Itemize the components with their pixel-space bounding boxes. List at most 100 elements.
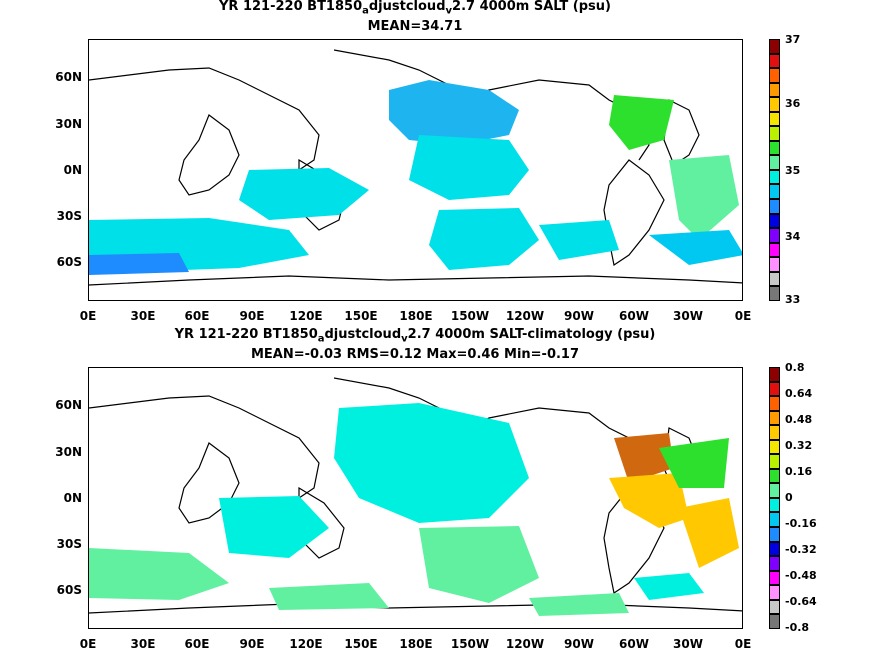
colorbar-label: 33 <box>785 293 801 306</box>
colorbar-swatch <box>769 199 780 214</box>
salinity-fields <box>89 80 742 275</box>
colorbar <box>769 39 780 301</box>
title-part: djustcloud <box>324 327 402 342</box>
colorbar-swatch <box>769 228 780 243</box>
lon-label: 150W <box>450 637 490 651</box>
lon-label: 120W <box>505 309 545 323</box>
lon-label: 0E <box>79 637 97 651</box>
colorbar-label: 36 <box>785 97 801 110</box>
title-sub: v <box>401 333 408 345</box>
colorbar-swatch <box>769 425 780 440</box>
colorbar-swatch <box>769 82 780 98</box>
lon-label: 180E <box>399 309 433 323</box>
colorbar-swatch <box>769 286 780 301</box>
colorbar-swatch <box>769 468 780 484</box>
lon-label: 150W <box>450 309 490 323</box>
lon-label: 90W <box>564 637 594 651</box>
colorbar-label: 37 <box>785 33 801 46</box>
colorbar-swatch <box>769 39 780 54</box>
colorbar-label: -0.64 <box>785 595 817 608</box>
colorbar-swatch <box>769 512 780 528</box>
title-part: YR 121-220 BT1850 <box>174 327 318 342</box>
lon-label: 150E <box>344 309 378 323</box>
colorbar-swatch <box>769 257 780 272</box>
colorbar-swatch <box>769 53 780 69</box>
chart-subtitle: MEAN=-0.03 RMS=0.12 Max=0.46 Min=-0.17 <box>250 347 580 362</box>
colorbar-swatch <box>769 213 780 229</box>
colorbar-swatch <box>769 126 780 141</box>
colorbar-swatch <box>769 439 780 455</box>
title-part: 2.7 4000m SALT (psu) <box>452 0 611 14</box>
lat-label: 0N <box>63 163 82 177</box>
anomaly-fields <box>89 403 739 616</box>
colorbar-label: 0.48 <box>785 413 813 426</box>
map-diff-svg <box>89 377 742 616</box>
lon-label: 150E <box>344 637 378 651</box>
title-sub: v <box>445 5 453 17</box>
colorbar-label: -0.8 <box>785 621 810 634</box>
panel-salt: YR 121-220 BT1850adjustcloudv2.7 4000m S… <box>0 0 830 323</box>
lon-label: 120E <box>289 309 323 323</box>
lon-label: 30W <box>673 637 703 651</box>
lon-label: 120E <box>289 637 323 651</box>
colorbar-label: 0 <box>785 491 793 504</box>
colorbar-swatch <box>769 497 780 513</box>
colorbar-swatch <box>769 541 780 557</box>
lon-label: 0E <box>734 637 752 651</box>
colorbar-swatch <box>769 184 780 200</box>
lat-label: 30S <box>56 209 82 223</box>
colorbar-swatch <box>769 585 780 600</box>
colorbar-swatch <box>769 68 780 83</box>
lat-label: 60S <box>56 255 82 269</box>
title-part: 2.7 4000m SALT-climatology (psu) <box>407 327 656 342</box>
colorbar-label: -0.16 <box>785 517 817 530</box>
chart-subtitle: MEAN=34.71 <box>367 19 463 34</box>
colorbar-swatch <box>769 454 780 469</box>
lon-label: 60E <box>184 309 210 323</box>
map-salt-svg <box>89 49 742 286</box>
colorbar-swatch <box>769 271 780 287</box>
lon-label: 90W <box>564 309 594 323</box>
colorbar-swatch <box>769 169 780 185</box>
lon-label: 180E <box>399 637 433 651</box>
colorbar-swatch <box>769 483 780 498</box>
colorbar-label: -0.48 <box>785 569 817 582</box>
colorbar-swatch <box>769 527 780 542</box>
lat-label: 30N <box>55 117 82 131</box>
lon-label: 0E <box>734 309 752 323</box>
colorbar-label: 0.16 <box>785 465 813 478</box>
colorbar-swatch <box>769 155 780 170</box>
title-sub: a <box>317 333 325 345</box>
colorbar <box>769 367 780 629</box>
colorbar-label: -0.32 <box>785 543 817 556</box>
lon-label: 60W <box>619 309 649 323</box>
colorbar-swatch <box>769 396 780 411</box>
colorbar-swatch <box>769 140 780 156</box>
chart-title: YR 121-220 BT1850adjustcloudv2.7 4000m S… <box>0 327 830 348</box>
title-part: djustcloud <box>368 0 446 14</box>
colorbar-swatch <box>769 570 780 586</box>
lat-label: 30N <box>55 445 82 459</box>
lon-label: 60W <box>619 637 649 651</box>
lon-label: 30E <box>130 309 156 323</box>
lat-label: 60S <box>56 583 82 597</box>
title-sub: a <box>362 5 369 17</box>
lon-label: 30W <box>673 309 703 323</box>
colorbar-swatch <box>769 242 780 258</box>
colorbar-swatch <box>769 367 780 382</box>
colorbar-label: 0.32 <box>785 439 813 452</box>
colorbar-swatch <box>769 410 780 426</box>
chart-title: YR 121-220 BT1850adjustcloudv2.7 4000m S… <box>0 0 830 20</box>
colorbar-label: 0.8 <box>785 361 805 374</box>
panel-salt-climatology: YR 121-220 BT1850adjustcloudv2.7 4000m S… <box>0 327 875 656</box>
colorbar-label: 0.64 <box>785 387 813 400</box>
lon-label: 60E <box>184 637 210 651</box>
lon-label: 30E <box>130 637 156 651</box>
colorbar-swatch <box>769 599 780 615</box>
map-salt <box>88 39 743 301</box>
colorbar-swatch <box>769 97 780 112</box>
lon-label: 90E <box>239 637 265 651</box>
map-salt-climatology <box>88 367 743 629</box>
lon-label: 0E <box>79 309 97 323</box>
colorbar-swatch <box>769 614 780 629</box>
